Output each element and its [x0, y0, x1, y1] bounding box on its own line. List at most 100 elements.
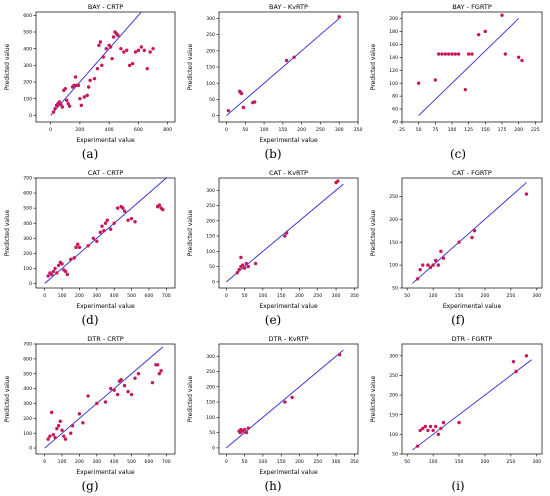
data-point [77, 412, 82, 416]
data-point [95, 239, 99, 243]
x-tick-label: 250 [313, 293, 322, 299]
y-tick-label: 0 [29, 113, 32, 119]
x-tick-label: 200 [75, 293, 84, 299]
data-point [53, 435, 57, 440]
y-axis-label: Predicted value [370, 43, 377, 90]
data-point [235, 271, 239, 275]
x-axis-label: Experimental value [259, 137, 318, 144]
x-tick-label: 150 [455, 459, 464, 465]
y-tick-label: 100 [206, 249, 215, 255]
panel-b: BAY - KvRTP 0 50 100 150 200 250 300 350 0 50 100 15… [183, 0, 366, 148]
data-point [470, 52, 474, 56]
plot-area [226, 15, 341, 116]
x-tick-label: 200 [514, 127, 523, 133]
x-tick-label: 800 [163, 127, 172, 133]
scatter-svg: DTR - KvRTP 0 50 100 150 200 250 300 350 0 50 100 15… [187, 335, 359, 476]
data-point [101, 55, 106, 59]
y-tick-label: 120 [389, 68, 398, 74]
x-tick-label: 150 [277, 459, 286, 465]
x-tick-label: 300 [335, 127, 344, 133]
data-point [292, 55, 296, 59]
data-point [129, 216, 134, 221]
x-tick-label: 100 [259, 459, 268, 465]
data-point [239, 91, 244, 96]
x-tick-label: 200 [481, 459, 490, 465]
x-tick-label: 150 [278, 127, 287, 133]
data-point [418, 267, 422, 272]
y-tick-label: 100 [206, 81, 215, 87]
scatter-svg: BAY - KvRTP 0 50 100 150 200 250 300 350 0 50 100 15… [187, 3, 362, 144]
y-tick-label: 100 [389, 81, 398, 87]
data-point [150, 380, 155, 385]
x-tick-label: 175 [498, 127, 507, 133]
chart-title: DTR - CRTP [87, 335, 124, 343]
x-tick-label: 100 [58, 293, 67, 299]
data-point [514, 369, 518, 374]
y-tick-label: 40 [392, 120, 398, 126]
data-point [457, 240, 461, 244]
x-tick-label: 50 [242, 293, 248, 299]
data-point [100, 224, 104, 228]
plot-area [416, 13, 524, 116]
data-point [112, 221, 116, 225]
data-point [511, 359, 516, 364]
data-point [48, 434, 52, 438]
data-point [426, 428, 430, 433]
data-point [133, 219, 137, 224]
y-tick-label: 500 [23, 206, 32, 212]
data-point [441, 256, 446, 260]
plot-area [412, 354, 532, 451]
data-point [127, 63, 132, 68]
y-tick-label: 400 [23, 221, 32, 227]
x-tick-label: 300 [532, 459, 541, 465]
y-tick-label: 160 [389, 42, 398, 48]
data-point [246, 264, 250, 269]
data-point [226, 108, 231, 113]
x-tick-label: 250 [313, 459, 322, 465]
caption-c: (c) [449, 147, 467, 161]
chart-title: DTR - FGRTP [452, 335, 493, 343]
plot-area [226, 349, 344, 449]
y-axis-label: Predicted value [187, 209, 194, 256]
data-point [290, 395, 294, 400]
data-point [130, 61, 135, 66]
x-axis-label: Experimental value [76, 469, 135, 476]
y-tick-label: 200 [23, 416, 32, 422]
data-point [121, 206, 125, 210]
y-tick-label: 0 [212, 445, 215, 451]
data-point [472, 229, 477, 233]
x-axis-label: Experimental value [76, 303, 135, 310]
x-tick-label: 700 [162, 293, 171, 299]
fit-line [50, 12, 142, 116]
chart-title: BAY - KvRTP [269, 3, 308, 11]
fit-line [418, 18, 519, 116]
data-point [415, 444, 420, 448]
y-tick-label: 200 [206, 48, 215, 54]
y-tick-label: 100 [23, 96, 32, 102]
data-point [103, 400, 108, 404]
data-point [105, 218, 109, 222]
data-point [74, 245, 78, 250]
data-point [59, 102, 63, 107]
data-point [112, 388, 116, 392]
y-tick-label: 0 [29, 281, 32, 287]
data-point [450, 52, 454, 56]
data-point [76, 83, 81, 88]
x-tick-label: 100 [429, 459, 438, 465]
data-point [500, 13, 504, 17]
data-point [49, 410, 54, 415]
x-tick-label: 100 [58, 459, 67, 465]
data-point [79, 103, 84, 108]
panel-e: CAT - KvRTP 0 50 100 150 200 250 300 350 0 50 100 15… [183, 166, 366, 314]
data-point [483, 29, 488, 34]
y-tick-label: 50 [209, 97, 215, 103]
data-point [242, 266, 247, 270]
data-point [239, 255, 243, 260]
data-point [436, 432, 440, 437]
y-tick-label: 400 [23, 386, 32, 392]
data-point [65, 272, 69, 277]
data-point [55, 271, 59, 275]
data-point [244, 430, 249, 435]
data-point [284, 58, 289, 63]
x-tick-label: 600 [134, 127, 143, 133]
